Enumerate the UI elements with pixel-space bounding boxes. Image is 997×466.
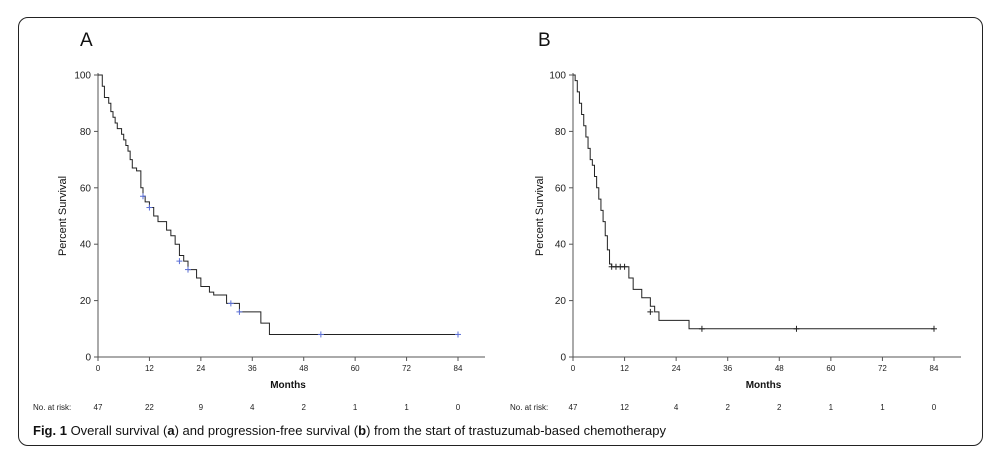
x-tick-label-b: 0 bbox=[571, 364, 576, 373]
x-tick-label-a: 12 bbox=[145, 364, 154, 373]
y-axis-title-a: Percent Survival bbox=[57, 176, 69, 256]
censor-mark-b bbox=[698, 325, 705, 332]
risk-value-a: 9 bbox=[199, 403, 204, 412]
y-tick-label-b: 60 bbox=[555, 183, 567, 194]
censor-mark-b bbox=[621, 263, 628, 270]
risk-value-b: 4 bbox=[674, 403, 679, 412]
risk-value-b: 1 bbox=[880, 403, 885, 412]
y-tick-label-b: 0 bbox=[560, 353, 566, 364]
risk-value-a: 1 bbox=[353, 403, 358, 412]
y-tick-label-a: 0 bbox=[85, 353, 91, 364]
caption-prefix: Fig. 1 bbox=[33, 423, 67, 438]
caption-part1: Overall survival ( bbox=[66, 423, 168, 438]
x-tick-label-b: 24 bbox=[672, 364, 681, 373]
x-tick-label-b: 84 bbox=[930, 364, 939, 373]
y-tick-label-b: 20 bbox=[555, 296, 567, 307]
x-tick-label-a: 48 bbox=[299, 364, 308, 373]
y-tick-label-b: 100 bbox=[549, 71, 566, 82]
x-tick-label-a: 84 bbox=[454, 364, 463, 373]
caption-b: b bbox=[358, 423, 367, 438]
x-tick-label-b: 48 bbox=[775, 364, 784, 373]
risk-value-a: 22 bbox=[145, 403, 154, 412]
panel-label-b: B bbox=[538, 30, 551, 51]
x-axis-title-a: Months bbox=[270, 380, 306, 391]
y-tick-label-a: 80 bbox=[80, 127, 92, 138]
caption-part2: ) and progression-free survival ( bbox=[174, 423, 359, 438]
survival-curve-b bbox=[573, 74, 934, 330]
risk-value-a: 2 bbox=[301, 403, 306, 412]
x-axis-title-b: Months bbox=[746, 380, 782, 391]
censor-mark-a bbox=[455, 331, 461, 338]
risk-value-b: 12 bbox=[620, 403, 629, 412]
y-tick-label-a: 60 bbox=[80, 183, 92, 194]
risk-value-b: 47 bbox=[569, 403, 578, 412]
x-tick-label-b: 36 bbox=[723, 364, 732, 373]
risk-value-a: 0 bbox=[456, 403, 461, 412]
censor-mark-a bbox=[317, 331, 324, 338]
caption-a: a bbox=[167, 423, 175, 438]
x-tick-label-a: 24 bbox=[196, 364, 205, 373]
censor-mark-b bbox=[647, 308, 654, 315]
figure-frame bbox=[18, 17, 983, 446]
risk-value-a: 1 bbox=[404, 403, 409, 412]
censor-mark-a bbox=[140, 193, 146, 200]
censor-mark-a bbox=[227, 300, 234, 307]
censor-mark-a bbox=[236, 308, 243, 315]
caption-part3: ) from the start of trastuzumab-based ch… bbox=[366, 423, 666, 438]
risk-value-b: 2 bbox=[725, 403, 730, 412]
censor-mark-a bbox=[185, 266, 191, 273]
risk-value-b: 2 bbox=[777, 403, 782, 412]
y-tick-label-a: 20 bbox=[80, 296, 92, 307]
risk-label-a: No. at risk: bbox=[33, 403, 71, 412]
censor-mark-b bbox=[793, 325, 800, 332]
y-tick-label-b: 40 bbox=[555, 240, 567, 251]
risk-label-b: No. at risk: bbox=[510, 403, 548, 412]
risk-value-a: 47 bbox=[94, 403, 103, 412]
risk-value-b: 1 bbox=[829, 403, 834, 412]
y-tick-label-a: 40 bbox=[80, 240, 92, 251]
censor-mark-a bbox=[176, 258, 183, 265]
censor-mark-a bbox=[146, 204, 153, 211]
x-tick-label-b: 12 bbox=[620, 364, 629, 373]
risk-value-a: 4 bbox=[250, 403, 255, 412]
censor-mark-b bbox=[931, 325, 937, 332]
x-tick-label-b: 60 bbox=[826, 364, 835, 373]
y-tick-label-a: 100 bbox=[74, 71, 91, 82]
y-axis-title-b: Percent Survival bbox=[534, 176, 546, 256]
x-tick-label-a: 36 bbox=[248, 364, 257, 373]
survival-curve-a bbox=[98, 74, 458, 335]
figure-caption: Fig. 1 Overall survival (a) and progress… bbox=[33, 423, 666, 438]
x-tick-label-a: 0 bbox=[96, 364, 101, 373]
x-tick-label-a: 60 bbox=[351, 364, 360, 373]
x-tick-label-a: 72 bbox=[402, 364, 411, 373]
panel-label-a: A bbox=[80, 30, 93, 51]
risk-value-b: 0 bbox=[932, 403, 937, 412]
y-tick-label-b: 80 bbox=[555, 127, 567, 138]
x-tick-label-b: 72 bbox=[878, 364, 887, 373]
